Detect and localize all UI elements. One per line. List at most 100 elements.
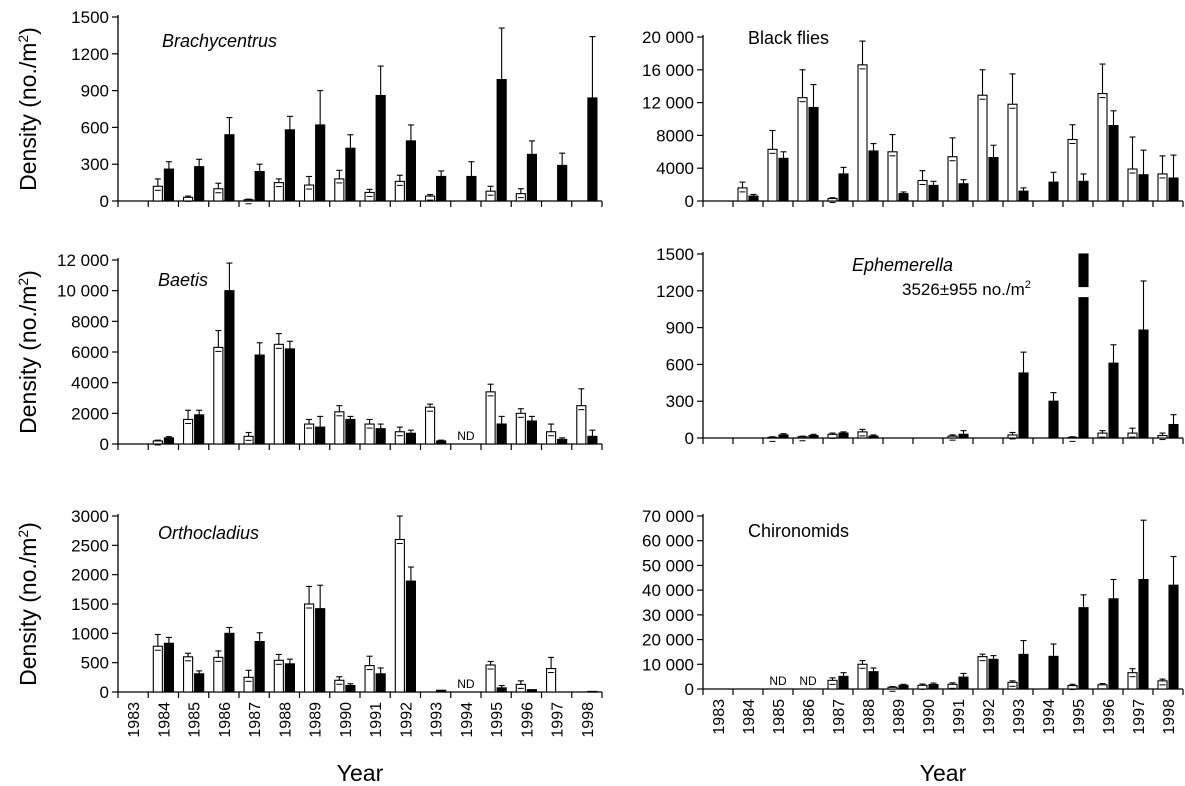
bar-1984-filled [163,168,174,202]
x-tick-label: 1993 [429,702,446,738]
bar-1985-filled [194,414,205,445]
bar-1989-filled [898,684,909,690]
bar-1996-filled [1108,362,1119,439]
bar-1996-filled [526,153,537,202]
bar-1984-filled [748,195,759,202]
bar-1989-filled [315,426,326,445]
bar-1996-open [515,412,526,445]
bar-1989-open [303,603,315,693]
y-tick-label: 30 000 [642,606,694,625]
panel-orthocladius: 0 500 1000 1500 2000 2500 3000 ND Orthocladius De… [15,507,603,786]
bar-1990-filled [345,147,356,202]
bar-1992-open [394,431,405,445]
bar-1990-open [334,411,345,445]
y-tick-label: 70 000 [642,507,694,526]
bar-1990-filled [345,684,356,693]
bar-1985-filled [194,166,205,202]
y-tick-label: 0 [685,429,694,448]
y-tick-label: 12 000 [642,94,694,113]
y-tick-label: 1000 [71,624,109,643]
bar-1991-filled [375,94,386,202]
bar-1993-filled [436,440,447,445]
bar-1985-filled [778,434,789,439]
x-tick-label: 1989 [891,699,908,735]
y-tick-label: 40 000 [642,581,694,600]
bar-1995-filled [1078,607,1089,690]
bar-1995-filled [496,79,507,202]
bar-1988-open [273,182,284,202]
bar-1988-filled [868,435,879,439]
bar-1986-filled [224,134,235,202]
y-tick-label: 12 000 [57,251,109,270]
bar-1986-filled [224,632,235,693]
y-axis-label-close: ) [15,270,41,278]
y-tick-label: 600 [666,355,694,374]
panel-black-flies: 0 4000 8000 12 000 16 000 20 000 Black flies [642,28,1184,211]
bar-1992-open [977,94,988,202]
x-tick-label: 1987 [247,702,264,738]
bar-1995-open [1067,436,1078,439]
bar-1998-filled [1168,423,1179,439]
bar-1993-open [1007,681,1018,690]
x-tick-label: 1998 [580,702,597,738]
bar-1992-filled [988,658,999,690]
bar-1997-open [545,431,557,445]
bar-1990-open [334,178,345,202]
bar-1987-open [243,199,254,202]
bar-1987-open [243,676,254,693]
y-tick-label: 500 [81,654,109,673]
y-tick-label: 2000 [71,566,109,585]
bar-1993-filled [436,689,447,693]
bar-1990-open [334,679,345,693]
bar-1992-open [394,538,405,693]
nd-label: ND [769,674,787,688]
bar-1990-open [917,179,928,202]
y-tick-label: 1200 [71,45,109,64]
y-tick-label: 4000 [656,159,694,178]
y-tick-label: 1200 [656,282,694,301]
bar-1990-filled [928,684,939,690]
bar-1991-open [947,156,958,202]
bar-1989-open [887,686,898,690]
x-tick-label: 1984 [741,699,758,735]
y-tick-label: 1500 [656,245,694,264]
bar-1993-filled [436,175,447,202]
bar-1992-open [977,656,988,690]
y-tick-label: 10 000 [642,655,694,674]
x-tick-label: 1985 [771,699,788,735]
bar-1986-open [213,656,224,693]
bar-1994-filled [466,175,477,202]
bar-1985-filled [194,673,205,693]
bar-1988-filled [868,671,879,690]
bar-1984-open [152,440,163,445]
panel-title: Ephemerella [852,255,953,275]
bar-1984-filled [163,437,174,445]
x-tick-label: 1995 [1071,699,1088,735]
bar-1998-open [1157,434,1168,439]
bar-1998-filled [587,97,598,202]
y-axis-label-sup: 2 [15,530,31,538]
x-tick-label: 1983 [126,702,143,738]
bar-1997-filled [557,438,568,445]
bar-1991-open [947,435,958,439]
x-tick-label: 1984 [156,702,173,738]
bar-1988-filled [284,663,295,693]
bar-1994-filled [1048,655,1059,690]
bar-1996-open [1097,93,1108,202]
bar-1998-filled [1168,177,1179,202]
x-tick-label: 1994 [459,702,476,738]
panel-brachycentrus: 0 300 600 900 1200 1500 Brachycentrus Density (… [15,8,603,211]
bar-1998-filled [1168,584,1179,690]
bar-1991-filled [375,428,386,445]
annotation: 3526±955 no./m2 [902,279,1031,299]
bar-1995-filled [496,423,507,445]
bar-1994-filled [1048,181,1059,202]
y-axis-label: Density (no./m2) [15,522,41,686]
bar-1992-open [394,180,405,202]
panel-ephemerella: 0 300 600 900 1200 1500 Ephemerella 3526±955 no… [656,245,1184,448]
bar-1988-filled [284,129,295,202]
bar-1996-filled [526,689,537,693]
bar-1992-filled [988,156,999,202]
bar-1986-filled [808,434,819,439]
bar-break [1078,287,1089,298]
